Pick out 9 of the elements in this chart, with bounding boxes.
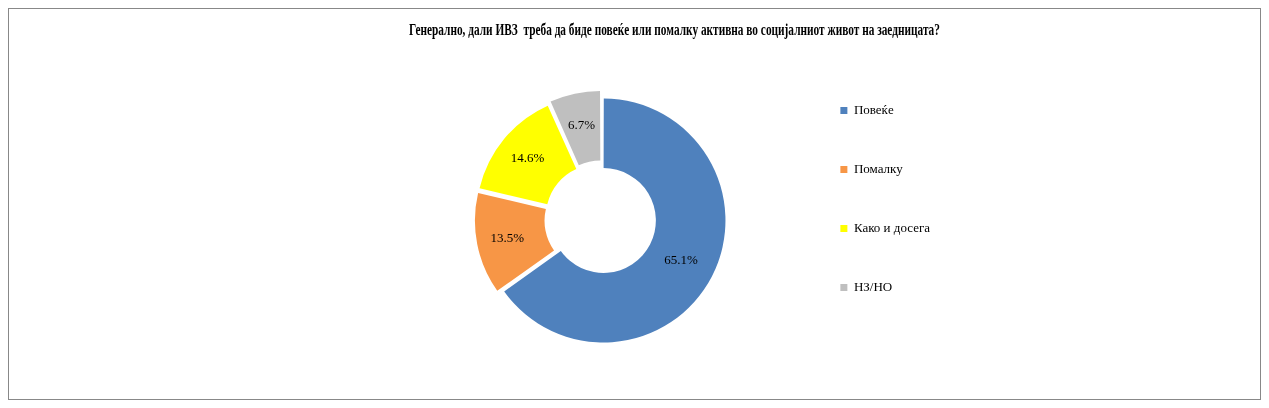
data-label: 65.1% xyxy=(664,251,698,267)
data-label: 13.5% xyxy=(490,229,525,245)
legend-label: Повеќе xyxy=(853,101,894,117)
data-label: 14.6% xyxy=(510,149,545,165)
legend-label: Помалку xyxy=(853,160,904,176)
legend-label: НЗ/НО xyxy=(853,278,893,294)
data-label: 6.7% xyxy=(568,116,596,132)
legend-label: Како и досега xyxy=(853,219,931,235)
chart-title: Генерално, дали ИВЗ треба да биде повеќе или помалку активна во социјалниот живот на заедницата? xyxy=(409,20,940,39)
